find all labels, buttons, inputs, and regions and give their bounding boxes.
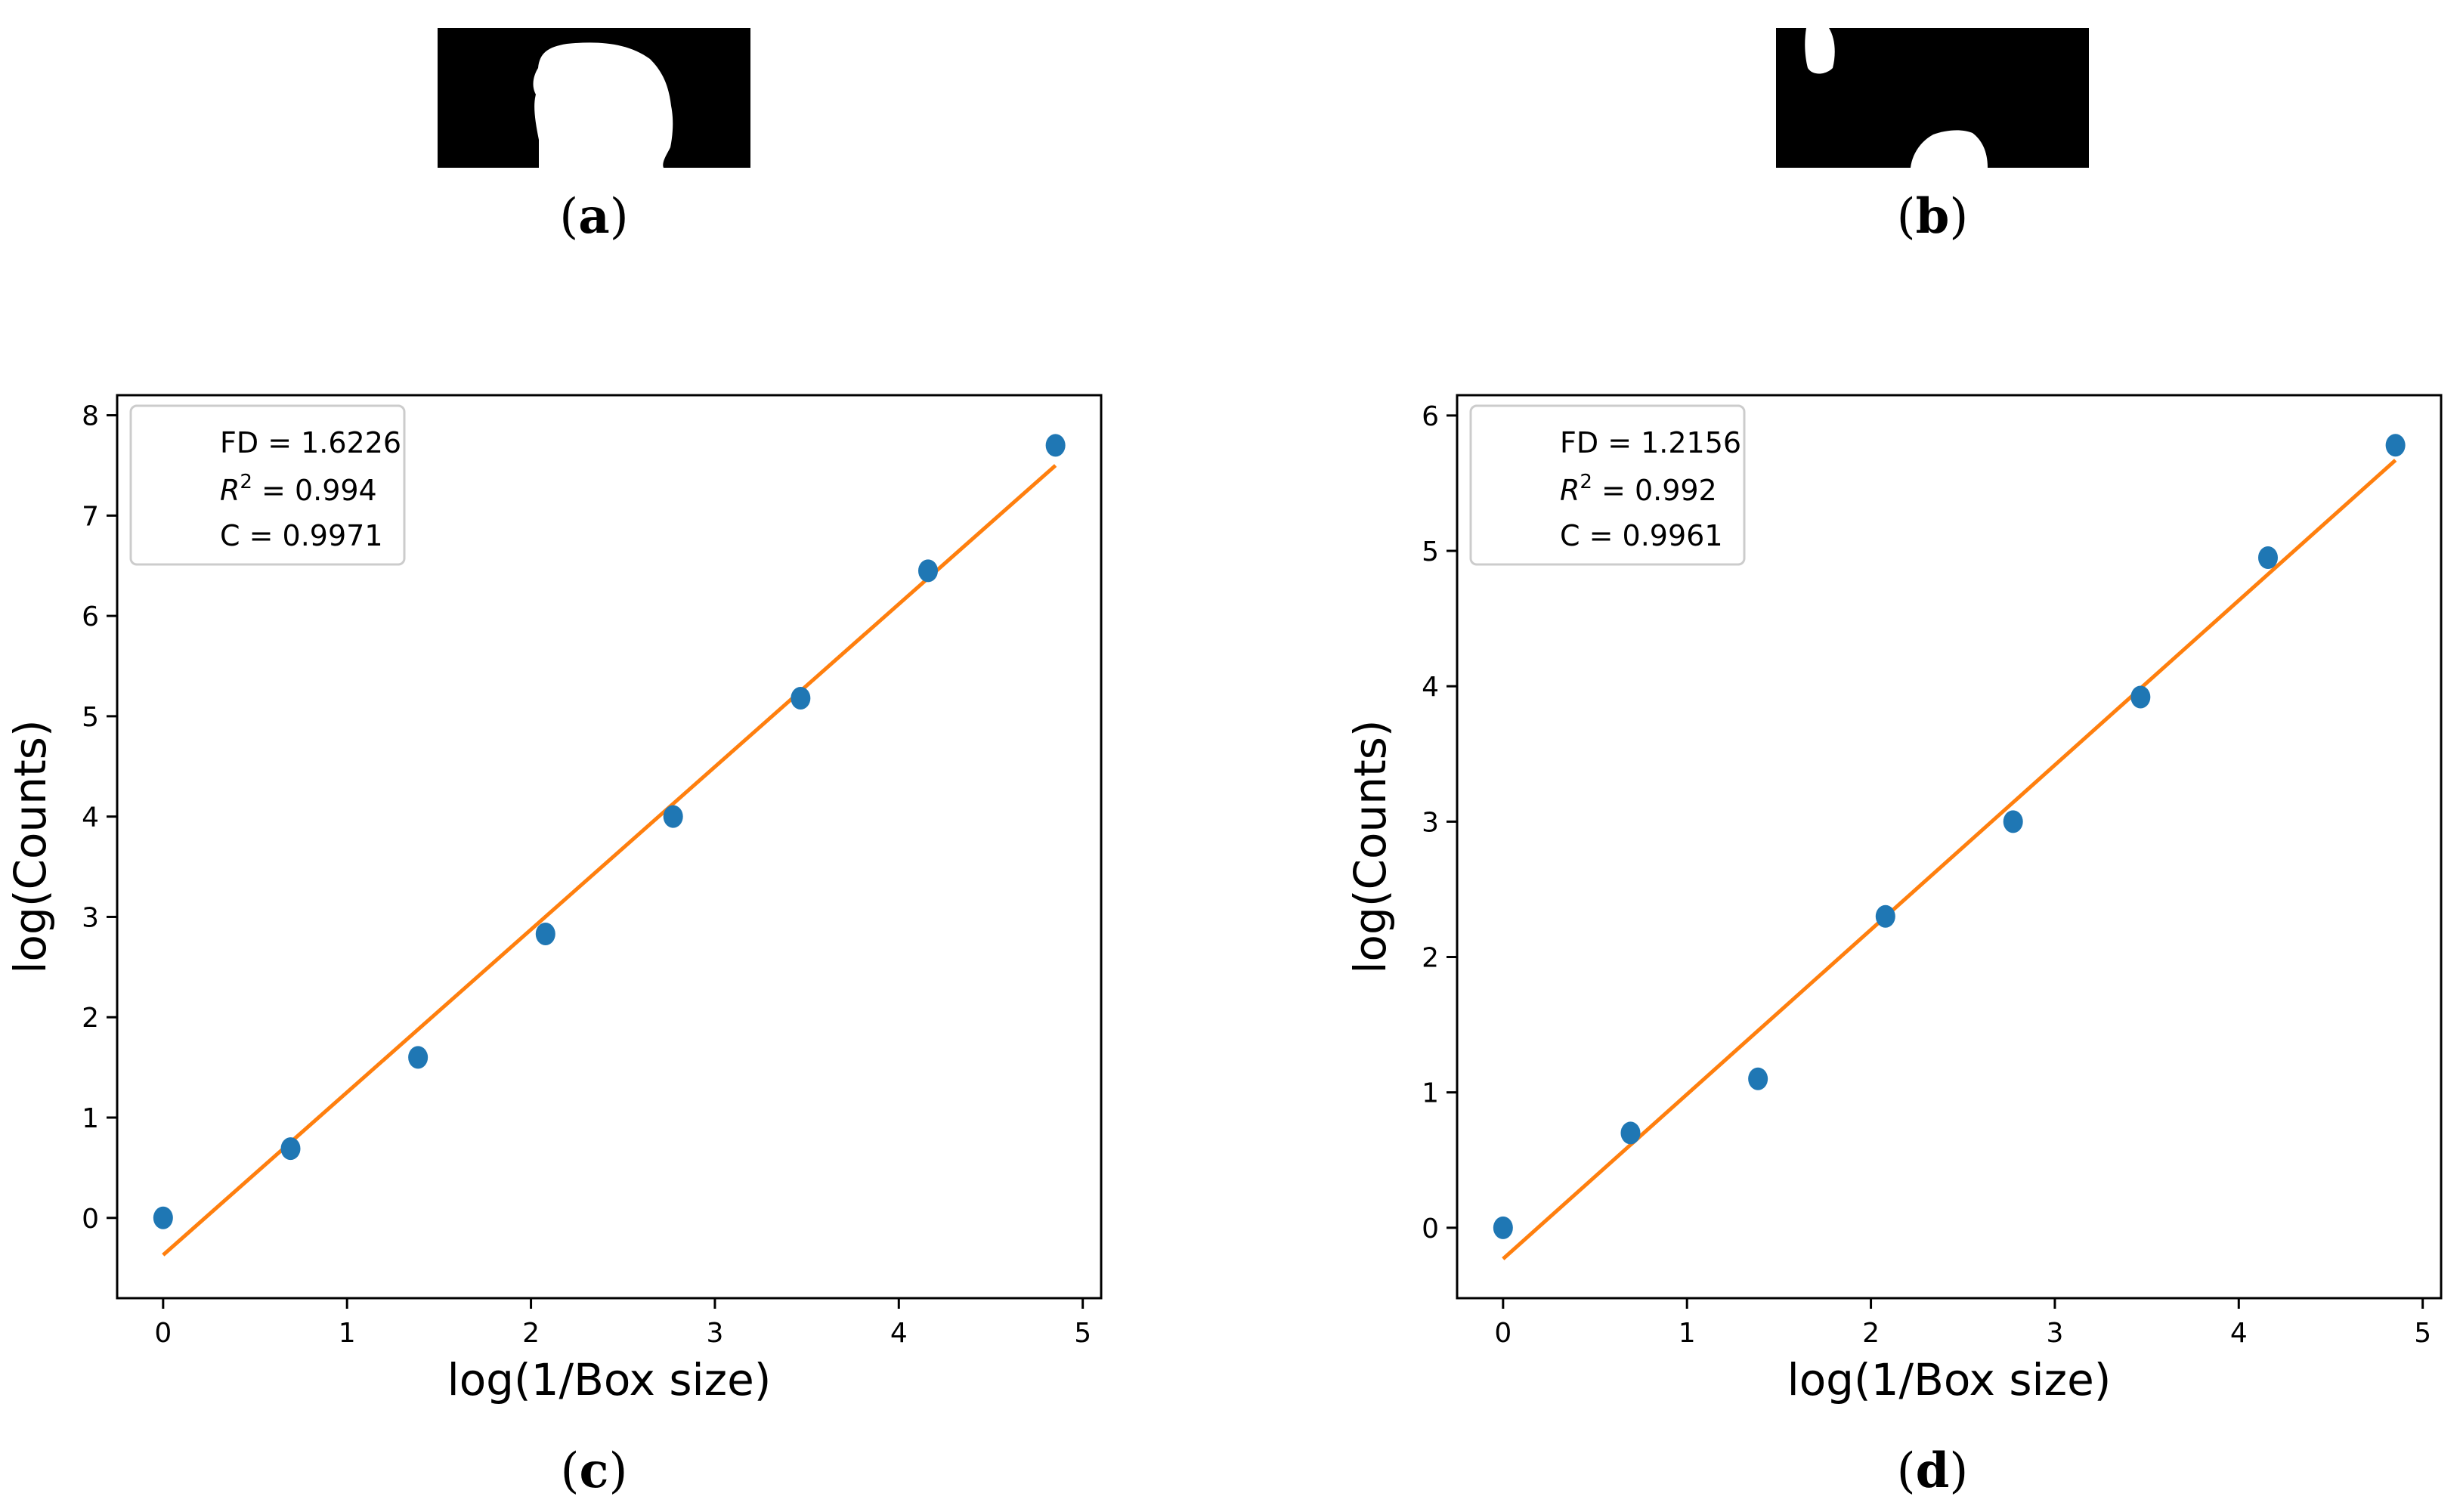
data-point (2130, 685, 2151, 709)
x-tick-label: 1 (1679, 1318, 1696, 1349)
y-tick-label: 5 (82, 702, 99, 733)
annotation-c: C = 0.9961 (1560, 519, 1723, 552)
y-tick-label: 5 (1422, 536, 1439, 567)
y-tick-label: 6 (82, 601, 99, 632)
y-tick-label: 6 (1422, 401, 1439, 432)
x-tick-label: 3 (2046, 1318, 2063, 1349)
y-tick-label: 1 (82, 1103, 99, 1134)
chart-c: 0 1 2 3 4 5 0 1 2 3 4 5 6 7 8 log(1/Box size) log(Counts… (5, 394, 1103, 1405)
data-point (408, 1046, 429, 1069)
panel-d-label: (d) (1897, 1442, 1969, 1499)
data-point (1620, 1121, 1641, 1145)
y-tick-label: 8 (82, 401, 99, 432)
data-point (663, 805, 683, 828)
x-tick-label: 0 (154, 1318, 172, 1349)
panel-b-image (1776, 28, 2089, 168)
panel-a-image (438, 28, 750, 168)
x-tick-label: 4 (2230, 1318, 2248, 1349)
fit-line (1502, 459, 2397, 1260)
plot-frame (116, 394, 1103, 1300)
y-tick-label: 1 (1422, 1078, 1439, 1109)
data-point (153, 1206, 173, 1229)
y-tick-label: 7 (82, 501, 99, 532)
y-tick-label: 2 (1422, 943, 1439, 974)
panel-b-label: (b) (1897, 188, 1969, 245)
plot-frame (1456, 394, 2443, 1300)
annotation-fd: FD = 1.2156 (1560, 426, 1741, 459)
fit-line (162, 464, 1057, 1257)
panel-a-label: (a) (559, 188, 628, 245)
y-axis-label: log(Counts) (5, 719, 56, 973)
data-point (535, 923, 555, 946)
chart-d: 0 1 2 3 4 5 0 1 2 3 4 5 6 log(1/Box size) log(Counts) F… (1344, 394, 2443, 1405)
data-point (2003, 810, 2023, 833)
data-point (1045, 434, 1066, 457)
annotation-r2: R2 = 0.992 (1560, 471, 1717, 507)
x-tick-label: 3 (706, 1318, 723, 1349)
data-point (1748, 1067, 1768, 1090)
x-axis-label: log(1/Box size) (447, 1354, 772, 1405)
data-point (917, 559, 938, 583)
x-tick-label: 5 (2414, 1318, 2431, 1349)
x-tick-label: 1 (339, 1318, 356, 1349)
y-axis-label: log(Counts) (1344, 719, 1396, 973)
annotation-c: C = 0.9971 (220, 519, 383, 552)
x-axis-label: log(1/Box size) (1787, 1354, 2112, 1405)
y-tick-label: 3 (82, 902, 99, 933)
annotation-box (129, 404, 406, 566)
x-tick-label: 5 (1074, 1318, 1091, 1349)
y-tick-label: 4 (1422, 672, 1439, 703)
panel-c-label: (c) (561, 1442, 628, 1499)
x-tick-label: 2 (522, 1318, 540, 1349)
y-tick-label: 2 (82, 1003, 99, 1034)
annotation-box (1469, 404, 1746, 566)
data-point (1875, 904, 1895, 928)
data-point (791, 686, 811, 710)
x-tick-label: 4 (890, 1318, 908, 1349)
annotation-r2: R2 = 0.994 (220, 471, 377, 507)
data-point (2385, 434, 2406, 457)
x-tick-label: 0 (1494, 1318, 1512, 1349)
y-tick-label: 0 (1422, 1214, 1439, 1245)
x-tick-label: 2 (1862, 1318, 1880, 1349)
data-point (1493, 1216, 1513, 1239)
data-point (2257, 546, 2278, 569)
data-point (280, 1137, 301, 1161)
y-tick-label: 0 (82, 1204, 99, 1235)
y-tick-label: 3 (1422, 807, 1439, 838)
y-tick-label: 4 (82, 802, 99, 833)
annotation-fd: FD = 1.6226 (220, 426, 401, 459)
